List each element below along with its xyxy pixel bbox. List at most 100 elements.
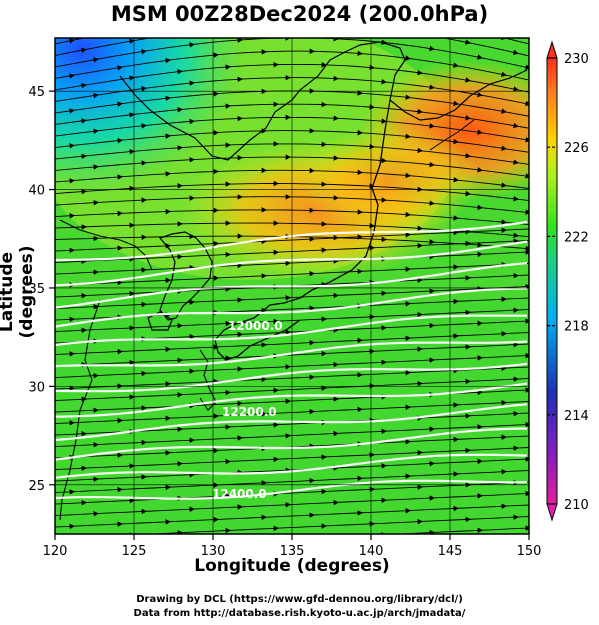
streamline-arrow: [117, 137, 123, 144]
x-tick-label: 130: [201, 544, 226, 559]
streamline-arrow: [453, 24, 459, 29]
streamline-arrow: [417, 225, 423, 231]
streamline-arrow: [417, 346, 423, 352]
streamline-arrow: [177, 221, 183, 227]
streamline-arrow: [237, 155, 243, 161]
streamline-arrow: [285, 433, 291, 439]
colorbar-top-arrow: [546, 40, 558, 59]
streamline-arrow: [285, 154, 291, 160]
streamline-arrow: [189, 42, 195, 48]
streamline-arrow: [93, 441, 99, 448]
streamline-arrow: [333, 292, 339, 299]
streamline-arrow: [417, 108, 423, 115]
temperature-field: [55, 38, 529, 534]
streamline-arrow: [225, 527, 231, 534]
streamline-arrow: [405, 508, 411, 514]
streamline-arrow: [93, 128, 99, 134]
streamline-arrow: [93, 235, 99, 242]
streamline-arrow: [453, 138, 459, 145]
streamline-arrow: [333, 38, 339, 42]
streamline: [55, 196, 529, 214]
streamline-arrow: [177, 323, 183, 329]
streamline-arrow: [525, 525, 529, 531]
streamline-arrow: [381, 497, 387, 504]
streamline-arrow: [309, 48, 315, 54]
streamline-arrow: [237, 504, 243, 510]
streamline-arrow: [417, 311, 423, 318]
streamline-arrow: [189, 437, 195, 443]
credit-drawing: Drawing by DCL (https://www.gfd-dennou.o…: [136, 594, 463, 605]
streamline: [55, 143, 529, 165]
streamline-arrow: [237, 435, 243, 441]
streamline-arrow: [417, 147, 423, 154]
contour-label-12200: 12200.0: [222, 405, 277, 419]
streamline: [55, 378, 529, 401]
height-contour-line: [55, 403, 528, 442]
streamline-arrow: [129, 148, 135, 155]
y-axis-ticks: 25 30 35 40 45: [28, 85, 529, 494]
streamline-arrow: [381, 197, 387, 203]
y-axis-label: Latitude (degrees): [0, 245, 37, 339]
streamline-arrow: [429, 123, 435, 129]
streamline: [55, 38, 529, 69]
streamline-arrow: [369, 25, 375, 30]
streamline-arrow: [261, 273, 267, 279]
streamline-arrow: [477, 527, 483, 534]
streamline-arrow: [381, 118, 387, 124]
streamline-arrow: [285, 329, 291, 336]
streamline-arrow: [477, 424, 483, 430]
streamline-arrow: [141, 48, 147, 55]
streamline-arrow: [477, 91, 483, 98]
streamline-arrow: [405, 211, 411, 218]
streamline-arrow: [93, 510, 99, 517]
streamline-arrow: [213, 447, 219, 454]
streamline-arrow: [165, 415, 171, 422]
streamline-arrow: [225, 389, 231, 396]
streamline-arrow: [165, 208, 171, 215]
streamline-arrow: [262, 549, 267, 554]
streamline-arrow: [286, 537, 291, 542]
height-contour-line: [55, 240, 528, 287]
streamline-arrow: [381, 236, 387, 243]
streamline-arrow: [429, 45, 435, 52]
streamline-arrow: [69, 385, 75, 392]
streamline-arrow: [141, 301, 147, 308]
streamline-arrow: [465, 413, 471, 419]
streamline-arrow: [225, 64, 231, 70]
streamline-arrow: [81, 465, 87, 471]
streamline-arrow: [117, 521, 123, 527]
streamline-arrow: [357, 209, 363, 215]
streamline-arrow: [237, 38, 243, 43]
streamline-arrow: [261, 128, 267, 134]
streamline-arrow: [477, 493, 483, 499]
streamline-arrow: [285, 114, 291, 121]
streamline-arrow: [429, 239, 435, 245]
streamline-arrow: [309, 512, 315, 518]
streamline-arrow: [261, 342, 267, 348]
streamline-arrow: [129, 325, 135, 331]
streamline-arrow: [213, 14, 219, 19]
streamline-arrow: [225, 220, 231, 226]
streamline-arrow: [405, 439, 411, 445]
streamline-arrow: [117, 486, 123, 493]
streamline-arrow: [141, 123, 147, 129]
streamline-arrow: [333, 361, 339, 368]
streamline-arrow: [141, 267, 147, 273]
streamline-arrow: [213, 240, 219, 247]
streamline-arrow: [309, 408, 315, 415]
streamline-arrow: [465, 344, 471, 350]
streamline-arrow: [501, 503, 507, 509]
y-tick-label: 25: [28, 479, 45, 494]
streamline-arrow: [189, 368, 195, 374]
streamline-arrow: [405, 232, 411, 238]
streamline-arrow: [501, 434, 507, 440]
streamline-arrow: [225, 103, 231, 109]
streamline-arrow: [321, 350, 327, 357]
streamline-arrow: [213, 207, 219, 214]
streamline-arrow: [213, 516, 219, 523]
streamline-arrow: [141, 197, 147, 203]
streamline-arrow: [273, 220, 279, 226]
streamline-arrow: [501, 145, 507, 151]
streamline-arrow: [321, 385, 327, 391]
streamline-arrow: [262, 10, 267, 15]
